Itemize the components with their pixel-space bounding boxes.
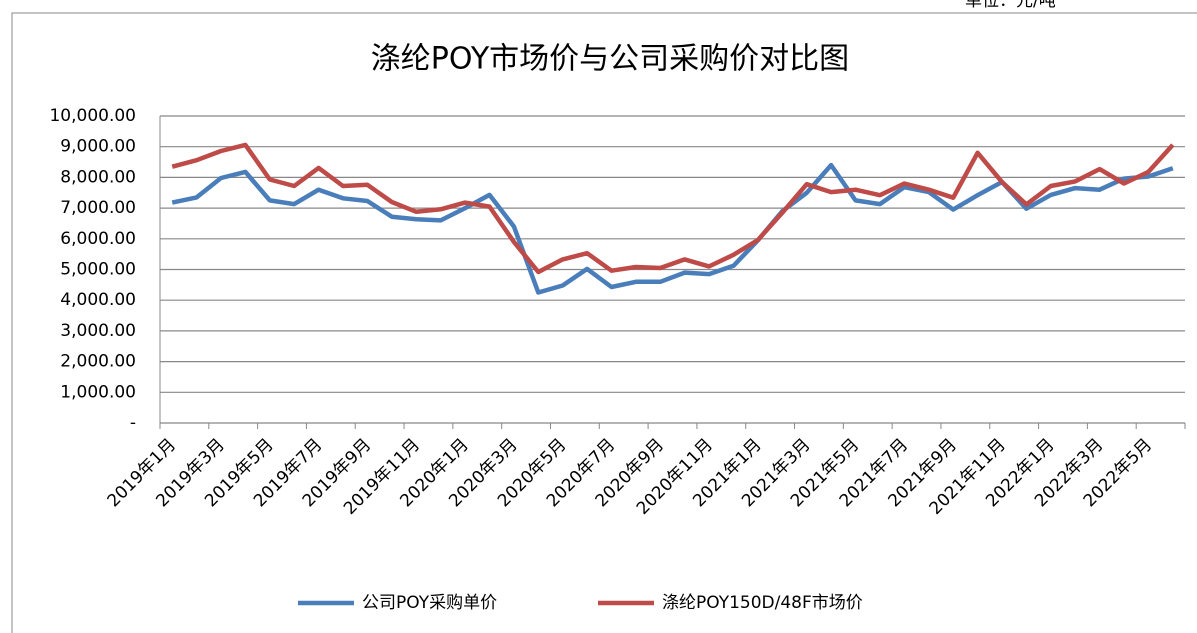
legend-label: 涤纶POY150D/48F市场价 <box>662 593 863 613</box>
y-tick-label: - <box>130 413 136 433</box>
y-tick-label: 9,000.00 <box>60 137 136 157</box>
chart-title: 涤纶POY市场价与公司采购价对比图 <box>371 42 849 77</box>
y-tick-label: 2,000.00 <box>60 352 136 372</box>
y-tick-label: 8,000.00 <box>60 167 136 187</box>
series-line <box>171 142 1175 275</box>
y-tick-label: 7,000.00 <box>60 198 136 218</box>
legend-label: 公司POY采购单价 <box>362 593 497 613</box>
y-tick-label: 3,000.00 <box>60 321 136 341</box>
y-tick-label: 6,000.00 <box>60 229 136 249</box>
unit-label: 单位：元/吨 <box>965 0 1056 11</box>
y-tick-label: 5,000.00 <box>60 260 136 280</box>
y-tick-label: 4,000.00 <box>60 290 136 310</box>
y-tick-label: 1,000.00 <box>60 382 136 402</box>
y-tick-label: 10,000.00 <box>49 106 136 126</box>
chart-border <box>11 12 1197 633</box>
